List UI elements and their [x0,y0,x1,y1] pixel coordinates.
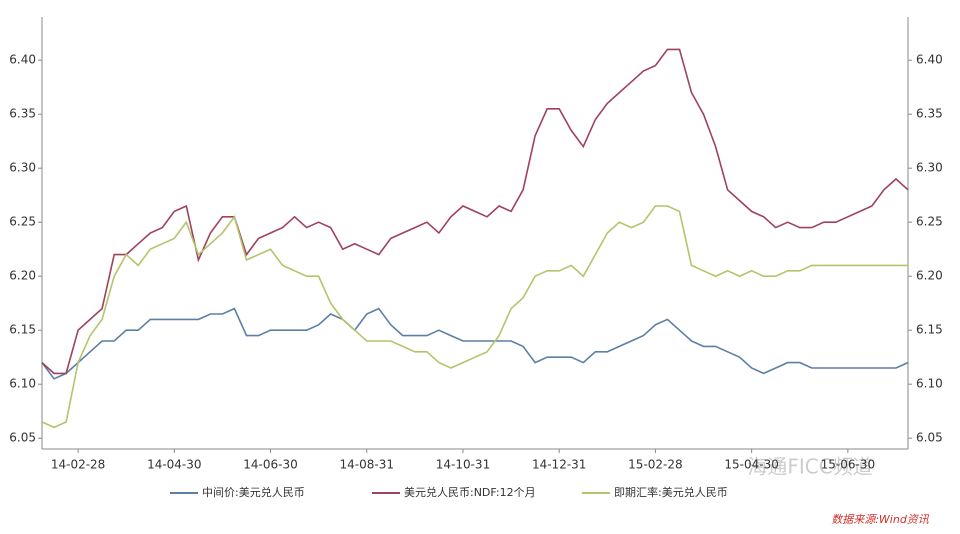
x-tick-label: 14-06-30 [243,458,297,472]
x-tick-label: 15-02-28 [628,458,682,472]
y-tick-label: 6.10 [9,377,36,391]
legend-label: 即期汇率:美元兑人民币 [614,485,728,499]
y-tick-label: 6.30 [9,161,36,175]
series-line [41,307,909,380]
source: 数据来源:Wind资讯 [831,513,930,526]
x-tick-label: 15-04-30 [724,458,778,472]
y-tick-label: 6.35 [9,107,36,121]
y-tick-label: 6.20 [9,269,36,283]
y-tick-label: 6.05 [9,431,36,445]
y-tick-label: 6.15 [9,323,36,337]
legend-label: 美元兑人民币:NDF:12个月 [404,485,536,499]
y2-tick-label: 6.35 [916,107,943,121]
y2-tick-label: 6.10 [916,377,943,391]
watermark: 海通FICC频道 [747,455,872,479]
y-tick-label: 6.25 [9,215,36,229]
y2-tick-label: 6.20 [916,269,943,283]
series-line [41,205,908,429]
y2-tick-label: 6.30 [916,161,943,175]
y2-tick-label: 6.15 [916,323,943,337]
x-tick-label: 14-10-31 [436,458,490,472]
x-tick-label: 14-04-30 [147,458,201,472]
y2-tick-label: 6.25 [916,215,943,229]
x-tick-label: 14-02-28 [51,458,105,472]
y2-tick-label: 6.05 [916,431,943,445]
legend-label: 中间价:美元兑人民币 [202,485,305,499]
y-tick-label: 6.40 [9,53,36,67]
x-tick-label: 15-06-30 [821,458,875,472]
series-line [41,48,909,375]
y2-tick-label: 6.40 [916,53,943,67]
x-tick-label: 14-12-31 [532,458,586,472]
x-tick-label: 14-08-31 [340,458,394,472]
